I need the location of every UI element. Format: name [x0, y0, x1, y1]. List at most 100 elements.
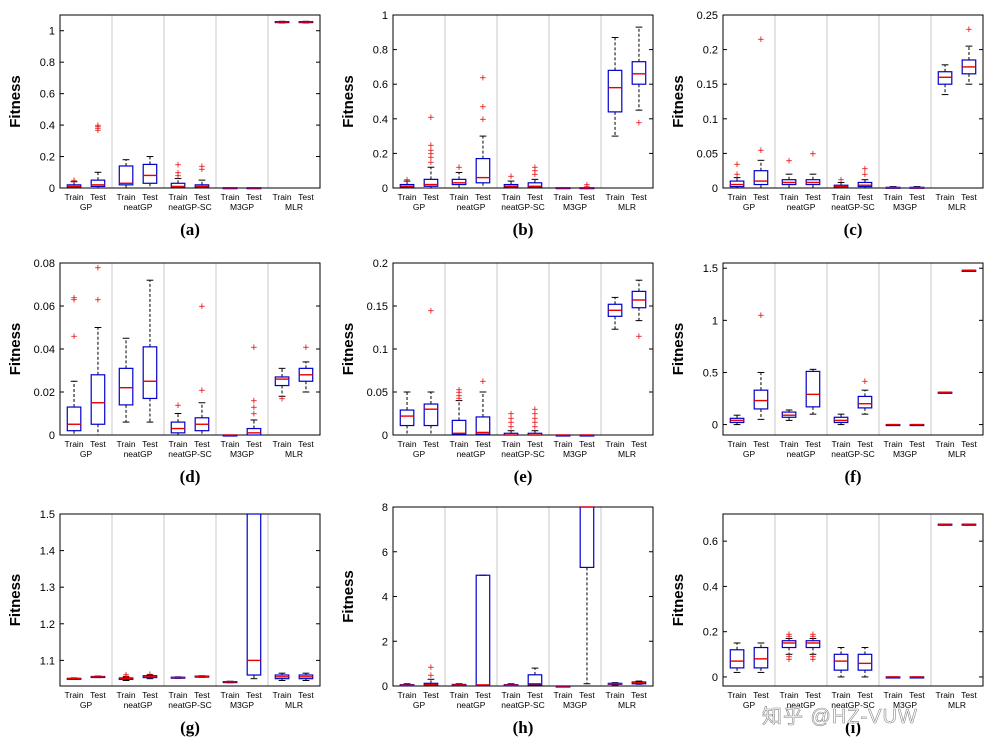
- group-label: MLR: [618, 202, 636, 212]
- x-tick-label: Test: [90, 439, 106, 449]
- outlier-point: +: [479, 377, 487, 387]
- box-iqr: [607, 69, 623, 113]
- group-label: neatGP-SC: [168, 202, 211, 212]
- y-tick-label: 0: [712, 183, 718, 195]
- group-label: neatGP-SC: [501, 202, 544, 212]
- group-label: M3GP: [230, 700, 254, 710]
- group-label: neatGP: [457, 700, 486, 710]
- outlier-point: +: [174, 168, 182, 178]
- panel-caption: (e): [514, 467, 533, 486]
- x-tick-label: Test: [753, 192, 769, 202]
- outlier-point: +: [507, 422, 515, 432]
- outlier-point: +: [479, 103, 487, 113]
- box-iqr: [451, 419, 467, 435]
- box-iqr: [451, 178, 467, 186]
- box-iqr: [475, 416, 491, 435]
- x-tick-label: Train: [554, 439, 573, 449]
- outlier-point: +: [785, 630, 793, 640]
- y-tick-label: 0.6: [373, 79, 388, 91]
- group-label: GP: [743, 202, 756, 212]
- box-iqr: [631, 61, 647, 85]
- x-tick-label: Train: [450, 192, 469, 202]
- group-label: neatGP: [787, 449, 816, 459]
- x-tick-label: Train: [398, 690, 417, 700]
- group-label: GP: [413, 202, 426, 212]
- outlier-point: +: [427, 141, 435, 151]
- y-tick-label: 1: [49, 26, 55, 38]
- x-tick-label: Test: [805, 439, 821, 449]
- y-tick-label: 0: [49, 430, 55, 442]
- outlier-point: +: [455, 388, 463, 398]
- group-label: neatGP-SC: [501, 700, 544, 710]
- y-tick-label: 0.6: [703, 536, 718, 548]
- box-iqr: [805, 640, 821, 649]
- group-label: MLR: [285, 700, 303, 710]
- group-label: MLR: [618, 449, 636, 459]
- x-tick-label: Train: [65, 690, 84, 700]
- y-tick-label: 1: [712, 315, 718, 327]
- group-label: MLR: [618, 700, 636, 710]
- box-iqr: [857, 395, 873, 409]
- outlier-point: +: [70, 332, 78, 342]
- y-tick-label: 0.2: [373, 148, 388, 160]
- x-tick-label: Test: [909, 192, 925, 202]
- x-tick-label: Train: [936, 690, 955, 700]
- outlier-point: +: [531, 422, 539, 432]
- x-tick-label: Test: [961, 192, 977, 202]
- x-tick-label: Test: [194, 439, 210, 449]
- box-iqr: [246, 513, 262, 676]
- box-iqr: [527, 674, 543, 686]
- x-tick-label: Test: [631, 690, 647, 700]
- group-label: neatGP: [124, 202, 153, 212]
- outlier-point: +: [427, 158, 435, 168]
- plot-frame: [722, 14, 984, 189]
- y-tick-label: 0.4: [373, 114, 388, 126]
- x-tick-label: Test: [142, 192, 158, 202]
- x-tick-label: Test: [527, 192, 543, 202]
- y-axis-title: Fitness: [340, 323, 357, 376]
- x-tick-label: Train: [728, 690, 747, 700]
- group-label: GP: [80, 449, 93, 459]
- outlier-point: +: [427, 671, 435, 681]
- x-tick-label: Train: [169, 690, 188, 700]
- outlier-point: +: [427, 149, 435, 159]
- outlier-point: +: [809, 149, 817, 159]
- panel-caption: (c): [844, 220, 863, 239]
- x-tick-label: Test: [909, 690, 925, 700]
- outlier-point: +: [174, 171, 182, 181]
- x-tick-label: Train: [273, 690, 292, 700]
- x-tick-label: Test: [142, 439, 158, 449]
- group-label: neatGP: [787, 700, 816, 710]
- y-tick-label: 0.15: [697, 79, 718, 91]
- box-iqr: [246, 427, 262, 436]
- outlier-point: +: [635, 332, 643, 342]
- box-iqr: [475, 574, 491, 687]
- x-tick-label: Train: [832, 439, 851, 449]
- x-tick-label: Test: [246, 439, 262, 449]
- x-tick-label: Train: [606, 439, 625, 449]
- group-label: MLR: [948, 202, 966, 212]
- x-tick-label: Train: [398, 192, 417, 202]
- y-tick-label: 0.06: [34, 301, 55, 313]
- x-tick-label: Train: [450, 439, 469, 449]
- y-tick-label: 0.08: [34, 258, 55, 270]
- x-tick-label: Test: [423, 192, 439, 202]
- panel-caption: (h): [513, 718, 534, 737]
- outlier-point: +: [635, 118, 643, 128]
- x-tick-label: Test: [423, 690, 439, 700]
- x-tick-label: Test: [246, 690, 262, 700]
- x-tick-label: Test: [857, 439, 873, 449]
- x-tick-label: Test: [579, 439, 595, 449]
- x-tick-label: Test: [857, 690, 873, 700]
- x-tick-label: Test: [194, 690, 210, 700]
- outlier-point: +: [757, 146, 765, 156]
- outlier-point: +: [531, 167, 539, 177]
- outlier-point: +: [809, 632, 817, 642]
- outlier-point: +: [733, 170, 741, 180]
- group-label: neatGP-SC: [831, 202, 874, 212]
- x-tick-label: Train: [780, 192, 799, 202]
- plot-frame: [392, 506, 654, 687]
